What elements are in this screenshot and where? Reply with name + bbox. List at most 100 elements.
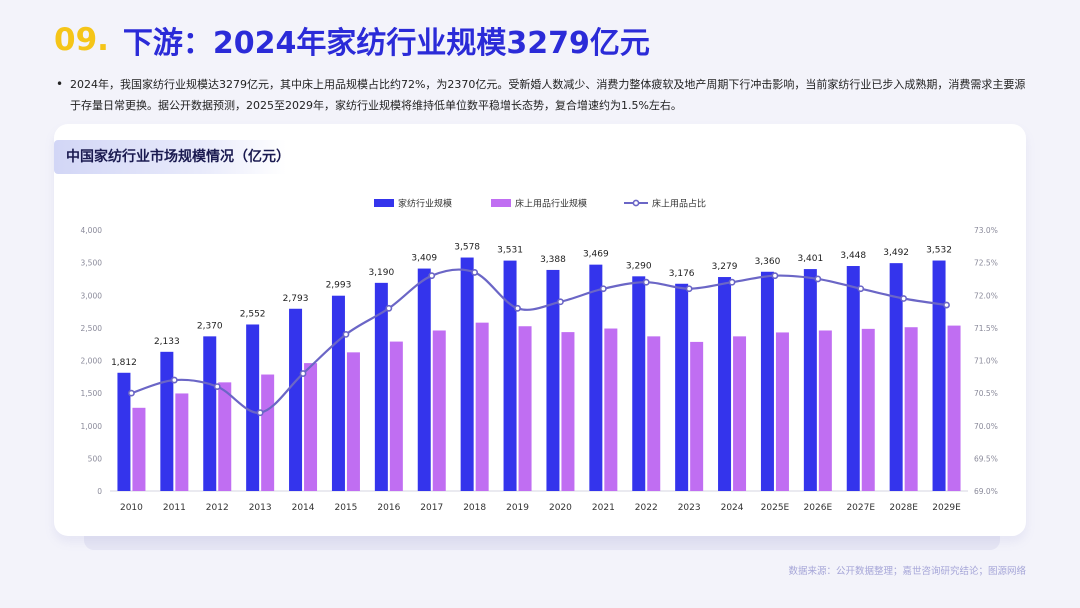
x-tick-label: 2023 <box>678 503 701 513</box>
bar-bedding <box>218 382 232 491</box>
bar-home-textile <box>160 351 174 491</box>
line-point <box>814 275 822 283</box>
bar-bedding <box>346 352 360 491</box>
line-point <box>385 304 393 312</box>
data-label: 3,388 <box>540 255 566 265</box>
bar-bedding <box>389 341 403 491</box>
chart-card-title: 中国家纺行业市场规模情况（亿元） <box>54 140 290 174</box>
bar-home-textile <box>374 282 388 491</box>
data-label: 3,492 <box>883 248 909 258</box>
bar-bedding <box>647 336 661 491</box>
data-label: 3,279 <box>712 262 738 272</box>
bar-bedding <box>261 374 275 491</box>
line-point <box>685 285 693 293</box>
y-right-tick-label: 70.5% <box>974 389 998 398</box>
line-point <box>514 304 521 312</box>
data-label: 1,812 <box>111 358 137 368</box>
y-left-tick-label: 3,500 <box>81 259 103 268</box>
x-tick-label: 2021 <box>592 503 615 513</box>
bar-bedding <box>690 341 704 491</box>
bullet-dot: • <box>56 77 64 91</box>
x-tick-label: 2028E <box>889 503 918 513</box>
data-label: 2,370 <box>197 321 223 331</box>
x-tick-label: 2015 <box>334 503 357 513</box>
data-label: 2,793 <box>283 294 309 304</box>
y-left-tick-label: 1,000 <box>81 422 103 431</box>
bar-bedding <box>904 327 918 491</box>
legend-swatch-bedding <box>491 199 511 207</box>
y-left-tick-label: 3,000 <box>81 291 103 300</box>
bar-home-textile <box>503 260 517 491</box>
y-right-tick-label: 69.5% <box>974 454 998 463</box>
x-tick-label: 2020 <box>549 503 572 513</box>
bar-home-textile <box>589 264 603 491</box>
bar-home-textile <box>203 336 217 491</box>
card-shadow <box>84 536 1000 550</box>
bar-home-textile <box>632 276 646 491</box>
y-right-tick-label: 72.5% <box>974 259 998 268</box>
data-label: 3,360 <box>755 257 781 267</box>
line-point <box>342 330 350 338</box>
bar-home-textile <box>803 269 817 491</box>
x-tick-label: 2017 <box>420 503 443 513</box>
x-tick-label: 2012 <box>206 503 229 513</box>
bar-home-textile <box>246 324 260 491</box>
bar-bedding <box>518 326 532 491</box>
line-point <box>299 370 307 377</box>
data-label: 3,578 <box>454 243 480 253</box>
data-label: 3,531 <box>497 246 523 256</box>
x-tick-label: 2024 <box>721 503 744 513</box>
data-label: 3,401 <box>797 254 823 264</box>
y-right-tick-label: 71.5% <box>974 324 998 333</box>
bar-home-textile <box>460 257 474 491</box>
data-label: 2,552 <box>240 309 266 319</box>
data-label: 3,176 <box>669 269 695 279</box>
line-point <box>857 285 865 293</box>
data-label: 3,409 <box>411 254 437 264</box>
bar-bedding <box>432 330 446 491</box>
y-right-tick-label: 71.0% <box>974 357 998 366</box>
bar-bedding <box>561 332 575 491</box>
line-point <box>213 383 221 390</box>
bar-home-textile <box>417 268 431 491</box>
y-left-tick-label: 4,000 <box>81 226 103 235</box>
bar-home-textile <box>718 277 732 491</box>
line-point <box>256 409 264 417</box>
x-tick-label: 2016 <box>377 503 400 513</box>
bar-home-textile <box>889 263 903 491</box>
x-tick-label: 2011 <box>163 503 186 513</box>
bar-bedding <box>947 325 961 491</box>
line-point <box>128 389 135 397</box>
y-right-tick-label: 69.0% <box>974 487 998 496</box>
x-tick-label: 2014 <box>292 503 315 513</box>
summary-text: 2024年，我国家纺行业规模达3279亿元，其中床上用品规模占比约72%，为23… <box>70 78 1026 112</box>
x-tick-label: 2027E <box>846 503 875 513</box>
bar-bedding <box>304 363 318 491</box>
x-tick-label: 2022 <box>635 503 658 513</box>
line-point <box>642 278 650 286</box>
bar-home-textile <box>932 260 946 491</box>
bar-bedding <box>604 328 618 491</box>
x-tick-label: 2019 <box>506 503 529 513</box>
line-bedding-share <box>131 268 947 414</box>
x-tick-label: 2018 <box>463 503 486 513</box>
bar-home-textile <box>289 308 303 491</box>
x-tick-label: 2013 <box>249 503 272 513</box>
line-point <box>771 272 779 280</box>
bar-bedding <box>475 322 489 491</box>
y-right-tick-label: 72.0% <box>974 291 998 300</box>
y-left-tick-label: 2,500 <box>81 324 103 333</box>
bar-home-textile <box>846 266 860 491</box>
x-tick-label: 2025E <box>761 503 790 513</box>
data-label: 3,532 <box>926 246 952 256</box>
bar-bedding <box>818 330 832 491</box>
line-point <box>943 301 950 309</box>
bar-bedding <box>175 393 189 491</box>
summary-paragraph: • 2024年，我国家纺行业规模达3279亿元，其中床上用品规模占比约72%，为… <box>56 74 1031 116</box>
y-right-tick-label: 70.0% <box>974 422 998 431</box>
legend-swatch-home-textile <box>374 199 394 207</box>
legend-label: 家纺行业规模 <box>398 198 452 210</box>
x-tick-label: 2029E <box>932 503 961 513</box>
legend-swatch-share-point <box>632 199 640 207</box>
